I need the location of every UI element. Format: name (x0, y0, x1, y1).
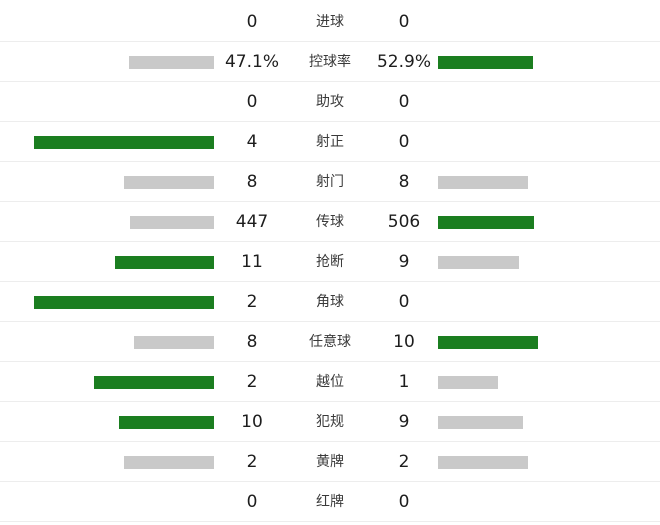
stat-row: 47.1% 控球率 52.9% (0, 42, 660, 82)
away-bar-zone (438, 496, 660, 509)
stat-row: 2 越位 1 (0, 362, 660, 402)
away-bar-zone (438, 255, 660, 269)
away-stat-value: 9 (398, 252, 410, 272)
home-stat-bar (124, 455, 214, 469)
away-stat-bar (438, 215, 534, 229)
home-stat-value: 2 (246, 292, 258, 312)
stat-label: 进球 (316, 14, 344, 30)
away-stat-value: 0 (398, 292, 410, 312)
away-stat-value: 8 (398, 172, 410, 192)
away-bar-zone (438, 296, 660, 309)
away-stat-bar (438, 455, 528, 469)
stat-label: 犯规 (316, 414, 344, 430)
home-stat-value: 8 (246, 172, 258, 192)
away-stat-bar (438, 255, 519, 269)
away-stat-value: 1 (398, 372, 410, 392)
home-bar-zone (0, 496, 214, 509)
away-stat-value: 9 (398, 412, 410, 432)
home-stat-bar (124, 175, 214, 189)
stat-row: 10 犯规 9 (0, 402, 660, 442)
away-stat-bar (438, 415, 523, 429)
away-stat-value: 10 (393, 332, 415, 352)
stat-label: 任意球 (309, 334, 351, 350)
stat-row: 447 传球 506 (0, 202, 660, 242)
away-stat-value: 506 (387, 212, 421, 232)
home-bar-zone (0, 215, 214, 229)
home-stat-bar (130, 215, 214, 229)
stat-label: 角球 (316, 294, 344, 310)
stat-label: 助攻 (316, 94, 344, 110)
stat-label: 射门 (316, 174, 344, 190)
away-stat-value: 52.9% (376, 52, 431, 72)
home-stat-value: 11 (241, 252, 263, 272)
stat-label: 红牌 (316, 494, 344, 510)
home-bar-zone (0, 175, 214, 189)
stat-row: 0 红牌 0 (0, 482, 660, 522)
away-stat-bar (438, 335, 538, 349)
stat-label: 黄牌 (316, 454, 344, 470)
home-stat-value: 0 (246, 92, 258, 112)
away-bar-zone (438, 215, 660, 229)
home-bar-zone (0, 415, 214, 429)
away-bar-zone (438, 175, 660, 189)
home-stat-value: 4 (246, 132, 258, 152)
home-stat-bar (94, 375, 214, 389)
away-bar-zone (438, 375, 660, 389)
home-stat-bar (34, 135, 214, 149)
home-stat-bar (129, 55, 214, 69)
stat-row: 4 射正 0 (0, 122, 660, 162)
away-bar-zone (438, 136, 660, 149)
away-bar-zone (438, 16, 660, 29)
home-stat-bar (34, 295, 214, 309)
away-stat-value: 0 (398, 12, 410, 32)
away-stat-bar (438, 55, 533, 69)
home-bar-zone (0, 255, 214, 269)
home-stat-bar (115, 255, 214, 269)
away-stat-value: 0 (398, 132, 410, 152)
home-bar-zone (0, 16, 214, 29)
stat-row: 8 任意球 10 (0, 322, 660, 362)
stat-label: 抢断 (316, 254, 344, 270)
away-bar-zone (438, 55, 660, 69)
stat-row: 11 抢断 9 (0, 242, 660, 282)
home-bar-zone (0, 375, 214, 389)
home-stat-value: 2 (246, 372, 258, 392)
home-bar-zone (0, 335, 214, 349)
away-stat-value: 2 (398, 452, 410, 472)
stat-label: 越位 (316, 374, 344, 390)
stat-label: 控球率 (309, 54, 351, 70)
stat-row: 8 射门 8 (0, 162, 660, 202)
stat-label: 射正 (316, 134, 344, 150)
home-stat-value: 47.1% (224, 52, 279, 72)
home-bar-zone (0, 295, 214, 309)
away-bar-zone (438, 96, 660, 109)
home-stat-value: 10 (241, 412, 263, 432)
stat-row: 0 助攻 0 (0, 82, 660, 122)
stat-row: 2 角球 0 (0, 282, 660, 322)
away-bar-zone (438, 415, 660, 429)
home-stat-bar (134, 335, 214, 349)
home-stat-value: 2 (246, 452, 258, 472)
home-stat-bar (119, 415, 214, 429)
home-bar-zone (0, 55, 214, 69)
away-stat-bar (438, 175, 528, 189)
home-stat-value: 0 (246, 12, 258, 32)
home-stat-value: 8 (246, 332, 258, 352)
away-stat-value: 0 (398, 492, 410, 512)
away-bar-zone (438, 455, 660, 469)
home-bar-zone (0, 135, 214, 149)
home-stat-value: 0 (246, 492, 258, 512)
home-bar-zone (0, 455, 214, 469)
home-stat-value: 447 (235, 212, 269, 232)
stat-row: 0 进球 0 (0, 2, 660, 42)
away-stat-bar (438, 375, 498, 389)
home-bar-zone (0, 96, 214, 109)
away-bar-zone (438, 335, 660, 349)
stat-label: 传球 (316, 214, 344, 230)
stat-row: 2 黄牌 2 (0, 442, 660, 482)
away-stat-value: 0 (398, 92, 410, 112)
